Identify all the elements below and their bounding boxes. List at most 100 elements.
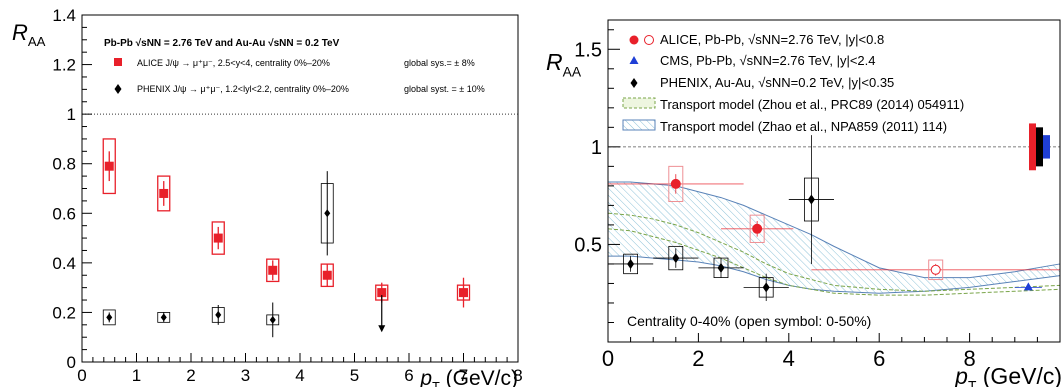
legend-note-phenix: global syst. = ± 10% — [404, 84, 485, 94]
alice-sys-box — [157, 175, 171, 212]
phenix-sys-box — [803, 177, 819, 222]
x-tick-label: 8 — [513, 366, 522, 385]
y-tick-label: 0.2 — [52, 303, 76, 322]
phenix-point — [160, 313, 167, 322]
x-tick-label: 5 — [350, 366, 359, 385]
legend-label-alice: ALICE J/ψ → μ⁺μ⁻, 2.5<y<4, centrality 0%… — [137, 58, 330, 68]
legend-marker-zhou — [622, 97, 656, 109]
left-chart: 0 1 2 3 4 5 6 7 8 0 0.2 0.4 0.6 0.8 1 1.2 1.4 RAA pT (GeV/… — [12, 6, 523, 387]
legend-label-0: ALICE, Pb-Pb, √sNN=2.76 TeV, |y|<0.8 — [660, 32, 884, 47]
phenix-sys-box — [758, 277, 774, 298]
y-tick-label: 0 — [67, 353, 76, 372]
x-axis-title-unit: (GeV/c) — [976, 363, 1062, 387]
global-sys-box-phenix — [1036, 127, 1043, 167]
alice-point — [459, 288, 468, 298]
legend-label-4: Transport model (Zhao et al., NPA859 (20… — [660, 119, 947, 134]
y-tick-label: 0.4 — [52, 254, 76, 273]
legend-marker-alice-open — [644, 35, 654, 45]
x-tick-label: 6 — [404, 366, 413, 385]
legend-label-phenix: PHENIX J/ψ → μ⁺μ⁻, 1.2<lyl<2.2, centrali… — [137, 84, 349, 94]
phenix-point — [627, 258, 635, 269]
x-tick-label: 2 — [692, 346, 704, 371]
y-axis-title-sub: AA — [563, 64, 582, 79]
x-tick-label: 4 — [783, 346, 795, 371]
centrality-annotation: Centrality 0-40% (open symbol: 0-50%) — [627, 313, 871, 329]
phenix-point — [672, 253, 680, 264]
alice-point — [159, 188, 169, 198]
x-tick-label: 3 — [241, 366, 250, 385]
legend-marker-phenix — [630, 78, 638, 88]
cms-point — [1023, 282, 1033, 291]
y-tick-label: 0.5 — [574, 234, 602, 256]
x-tick-label: 0 — [77, 366, 86, 385]
alice-sys-box — [668, 165, 684, 202]
alice-point — [670, 178, 681, 189]
phenix-sys-box — [102, 309, 116, 326]
phenix-point — [717, 262, 725, 273]
legend-marker-zhao — [622, 119, 656, 131]
zhao-model-lower-edge — [608, 255, 1061, 294]
legend-label-2: PHENIX, Au-Au, √sNN=0.2 TeV, |y|<0.35 — [660, 75, 894, 90]
zhou-model-lower-edge — [607, 228, 1061, 296]
x-tick-label: 1 — [132, 366, 141, 385]
legend-label-1: CMS, Pb-Pb, √sNN=2.76 TeV, |y|<2.4 — [660, 53, 876, 68]
alice-point — [213, 233, 223, 243]
y-tick-label: 1.2 — [52, 56, 76, 75]
alice-sys-box — [211, 221, 225, 255]
x-axis-title: pT (GeV/c) — [954, 363, 1062, 387]
y-tick-label: 1 — [67, 105, 76, 124]
x-axis-title-unit: (GeV/c) — [440, 367, 518, 387]
y-tick-label: 1.5 — [574, 39, 602, 61]
legend-marker-phenix — [114, 84, 122, 94]
y-axis-title-main: R — [12, 20, 28, 45]
x-axis-title-sub: T — [968, 378, 977, 387]
alice-point — [268, 265, 278, 275]
phenix-point — [324, 209, 331, 218]
alice-point — [104, 161, 114, 171]
alice-point — [752, 223, 763, 234]
legend-marker-cms — [629, 56, 639, 64]
phenix-point — [106, 313, 113, 322]
zhao-model-upper-edge — [608, 181, 1061, 279]
y-tick-label: 0.8 — [52, 155, 76, 174]
x-tick-label: 6 — [873, 346, 885, 371]
alice-sys-box — [102, 138, 116, 195]
alice-point — [322, 270, 332, 280]
global-sys-box-cms — [1043, 135, 1050, 159]
legend-note-alice: global sys.= ± 8% — [404, 58, 475, 68]
y-axis-title: RAA — [12, 20, 46, 49]
alice-sys-box — [928, 259, 944, 281]
legend-marker-alice — [114, 58, 122, 66]
legend-marker-alice-filled — [629, 35, 639, 45]
x-axis-title: pT (GeV/c) — [419, 367, 518, 387]
y-tick-label: 0.6 — [52, 204, 76, 223]
x-tick-label: 4 — [295, 366, 304, 385]
x-tick-label: 0 — [602, 346, 614, 371]
phenix-point — [807, 194, 815, 205]
phenix-sys-box — [623, 253, 638, 275]
phenix-point — [269, 315, 276, 324]
plot-header: Pb-Pb √sNN = 2.76 TeV and Au-Au √sNN = 0… — [104, 38, 340, 49]
x-axis-title-sub: T — [432, 380, 440, 387]
x-tick-label: 8 — [963, 346, 975, 371]
alice-point — [377, 288, 387, 298]
x-tick-label: 2 — [186, 366, 195, 385]
global-sys-box-alice — [1029, 123, 1036, 171]
alice-sys-box — [266, 258, 280, 283]
x-tick-label: 7 — [459, 366, 468, 385]
alice-sys-box — [749, 214, 765, 243]
y-tick-label: 1.4 — [52, 6, 76, 25]
y-axis-title: RAA — [546, 49, 582, 79]
alice-point — [930, 264, 941, 275]
y-tick-label: 1 — [591, 137, 602, 159]
phenix-point — [215, 310, 222, 319]
x-axis-title-main: p — [419, 367, 432, 387]
zhao-model-band — [608, 181, 1060, 294]
phenix-sys-box — [668, 245, 684, 271]
legend-label-3: Transport model (Zhou et al., PRC89 (201… — [660, 97, 964, 112]
phenix-upper-limit-arrow — [378, 325, 386, 333]
y-axis-title-main: R — [546, 49, 563, 75]
phenix-sys-box — [713, 257, 729, 278]
x-axis-title-main: p — [954, 363, 968, 387]
